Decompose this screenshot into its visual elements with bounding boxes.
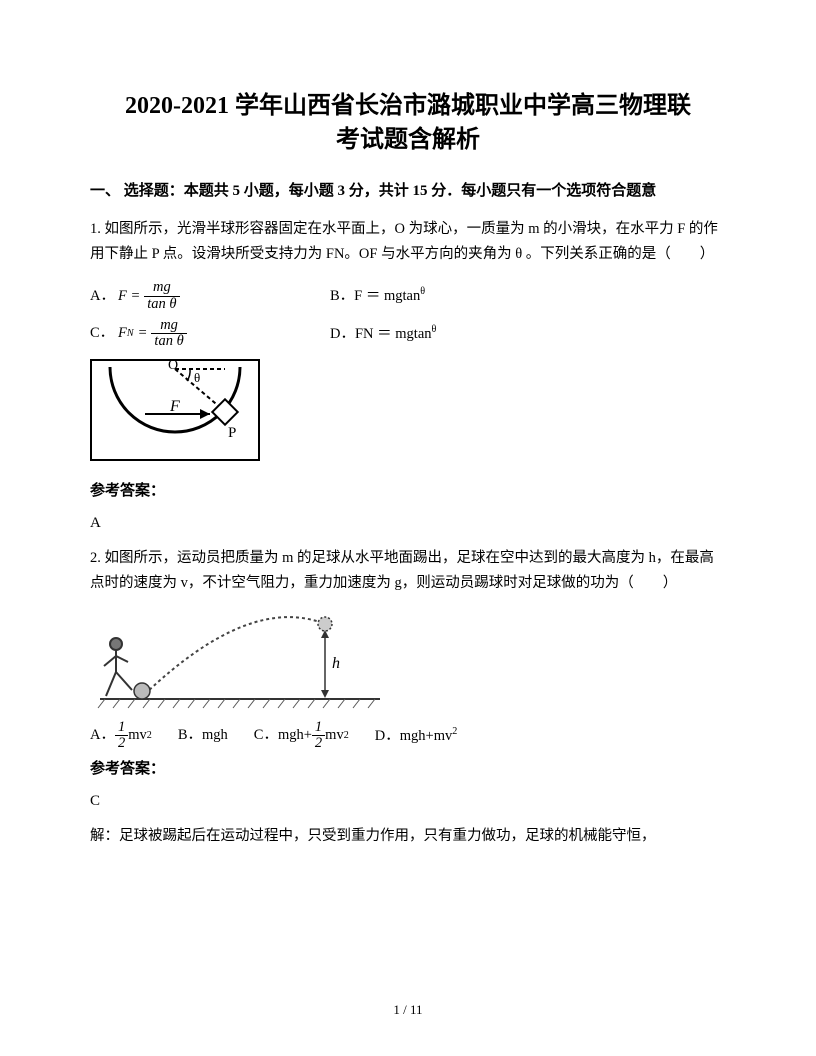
page-number: 1 / 11 [0,1002,816,1018]
q1-A-den: tan θ [144,296,179,312]
q2-answer-head: 参考答案： [90,757,726,783]
q2-ground-hatch [98,699,375,708]
q2-h-label: h [332,655,340,672]
q1-option-D: D．FN ＝ mgtanθ [330,321,436,346]
q1-A-num: mg [144,280,179,295]
q2-A-sup: 2 [147,727,152,744]
q2-explanation: 解：足球被踢起后在运动过程中，只受到重力作用，只有重力做功，足球的机械能守恒， [90,824,726,849]
q1-C-sub: N [127,325,134,342]
q1-theta-label: θ [194,370,200,385]
q2-option-A: A． 1 2 mv2 [90,720,152,751]
q1-B-label: B．F ＝ mgtan [330,288,420,304]
q2-option-D: D．mgh+mv2 [375,723,458,748]
title-line-1: 2020-2021 学年山西省长治市潞城职业中学高三物理联 [125,93,691,119]
q1-stem: 1. 如图所示，光滑半球形容器固定在水平面上，O 为球心，一质量为 m 的小滑块… [90,217,726,266]
q1-C-lhs: F [118,321,127,346]
title-line-2: 考试题含解析 [336,127,480,153]
q2-option-C: C．mgh+ 1 2 mv2 [254,720,349,751]
question-1: 1. 如图所示，光滑半球形容器固定在水平面上，O 为球心，一质量为 m 的小滑块… [90,217,726,536]
q2-diagram: h [90,604,390,714]
q2-player-icon [104,638,132,696]
q2-A-pre: A． [90,723,115,748]
section-1-header: 一、 选择题：本题共 5 小题，每小题 3 分，共计 15 分．每小题只有一个选… [90,179,726,203]
q1-answer-head: 参考答案： [90,479,726,505]
q2-D-sup: 2 [452,726,457,737]
q2-ball-ground [134,683,150,699]
q1-C-eq: = [138,321,148,346]
q1-option-B: B．F ＝ mgtanθ [330,283,425,308]
q1-answer: A [90,511,726,537]
q2-C-post: mv [325,723,344,748]
q1-D-sup: θ [432,324,437,335]
q1-O-label: O [168,359,178,373]
q1-D-label: D．FN ＝ mgtan [330,326,432,342]
q1-F-label: F [169,398,180,415]
q2-A-post: mv [128,723,147,748]
q2-C-den: 2 [312,735,325,751]
q2-A-den: 2 [115,735,128,751]
q1-row-AB: A． F = mg tan θ B．F ＝ mgtanθ [90,280,726,311]
q1-C-label: C． [90,321,118,346]
q1-A-label: A． [90,284,118,309]
q1-A-frac: mg tan θ [144,280,179,311]
q1-diagram: O θ F P [90,359,260,469]
q1-C-den: tan θ [151,333,186,349]
q2-options-row: A． 1 2 mv2 B．mgh C．mgh+ 1 2 mv2 D．mgh+mv… [90,720,726,751]
question-2: 2. 如图所示，运动员把质量为 m 的足球从水平地面踢出，足球在空中达到的最大高… [90,546,726,848]
q2-C-sup: 2 [344,727,349,744]
q2-C-num: 1 [312,720,325,735]
q1-option-A: A． F = mg tan θ [90,280,320,311]
q2-h-arrow-down [321,690,329,698]
q1-C-frac: mg tan θ [151,318,186,349]
q1-row-CD: C． FN = mg tan θ D．FN ＝ mgtanθ [90,318,726,349]
q1-C-num: mg [151,318,186,333]
q2-answer: C [90,789,726,815]
q2-C-frac: 1 2 [312,720,325,751]
q2-stem: 2. 如图所示，运动员把质量为 m 的足球从水平地面踢出，足球在空中达到的最大高… [90,546,726,595]
q2-A-num: 1 [115,720,128,735]
page-title: 2020-2021 学年山西省长治市潞城职业中学高三物理联 考试题含解析 [90,90,726,157]
exam-page: 2020-2021 学年山西省长治市潞城职业中学高三物理联 考试题含解析 一、 … [0,0,816,1056]
q1-option-C: C． FN = mg tan θ [90,318,320,349]
q2-D-text: D．mgh+mv [375,727,452,743]
q2-ball-top [318,617,332,631]
q2-C-pre: C．mgh+ [254,723,312,748]
q2-A-frac: 1 2 [115,720,128,751]
q2-option-B: B．mgh [178,723,228,748]
q2-trajectory [145,617,325,694]
q1-A-lhs: F = [118,284,140,309]
q1-B-sup: θ [420,286,425,297]
q1-P-label: P [228,425,236,441]
